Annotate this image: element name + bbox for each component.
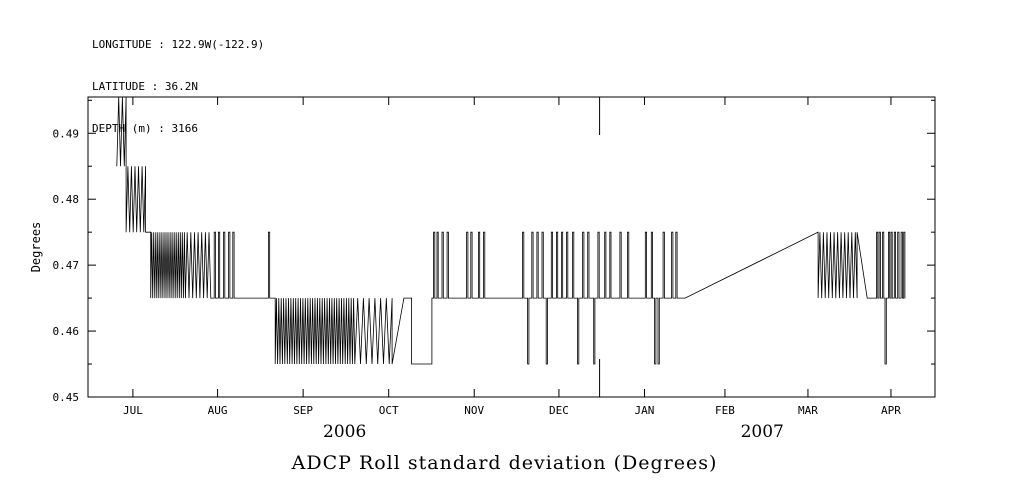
depth-label: DEPTH (m) : 3166 xyxy=(92,122,198,135)
month-label: DEC xyxy=(549,404,569,417)
station-info: LONGITUDE : 122.9W(-122.9) LATITUDE : 36… xyxy=(92,10,264,164)
axis-box xyxy=(87,96,936,398)
month-label: JAN xyxy=(635,404,655,417)
year-label: 2006 xyxy=(323,422,366,442)
month-label: FEB xyxy=(715,404,735,417)
y-tick-label: 0.47 xyxy=(53,259,80,272)
y-tick-label: 0.45 xyxy=(53,391,80,404)
y-tick-label: 0.48 xyxy=(53,193,80,206)
month-label: OCT xyxy=(379,404,399,417)
month-label: SEP xyxy=(293,404,313,417)
month-label: APR xyxy=(881,404,901,417)
y-tick-label: 0.46 xyxy=(53,325,80,338)
y-tick-label: 0.49 xyxy=(53,127,80,140)
latitude-label: LATITUDE : 36.2N xyxy=(92,80,198,93)
data-line xyxy=(116,96,906,365)
month-label: MAR xyxy=(798,404,818,417)
month-label: JUL xyxy=(123,404,143,417)
year-label: 2007 xyxy=(741,422,784,442)
y-axis-title: Degrees xyxy=(29,222,43,273)
chart-title: ADCP Roll standard deviation (Degrees) xyxy=(291,452,718,474)
longitude-label: LONGITUDE : 122.9W(-122.9) xyxy=(92,38,265,51)
month-label: NOV xyxy=(464,404,484,417)
month-label: AUG xyxy=(208,404,228,417)
